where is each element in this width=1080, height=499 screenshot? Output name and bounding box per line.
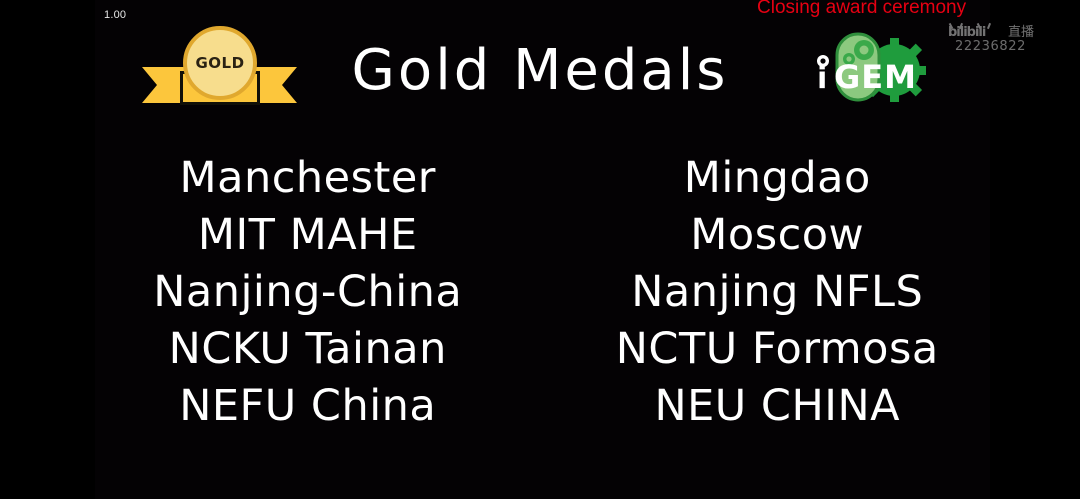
igem-letters-gem: GEM (834, 58, 917, 96)
team-name: Moscow (690, 210, 865, 260)
team-name: NCTU Formosa (615, 324, 939, 374)
letterbox-left (0, 0, 95, 499)
bilibili-logo-row: bilibili 直播 (948, 22, 1034, 39)
igem-bacterium (835, 32, 881, 102)
team-name: Nanjing-China (153, 267, 463, 317)
playback-speed-indicator: 1.00 (104, 9, 127, 21)
bilibili-wordmark: bilibili (948, 25, 986, 40)
medal-label: GOLD (195, 54, 245, 72)
team-name: NEFU China (179, 381, 437, 431)
letterbox-right (990, 0, 1080, 499)
team-name: NCKU Tainan (168, 324, 447, 374)
team-name: Mingdao (683, 153, 871, 203)
team-column-left: Manchester MIT MAHE Nanjing-China NCKU T… (95, 150, 547, 435)
team-name: Manchester (179, 153, 436, 203)
page-title: Gold Medals (351, 38, 729, 103)
team-name: MIT MAHE (197, 210, 418, 260)
bilibili-room-id: 22236822 (955, 39, 1026, 54)
medal-circle: GOLD (183, 26, 257, 100)
danmaku-comment: Closing award ceremony (757, 0, 967, 18)
team-name: Nanjing NFLS (631, 267, 924, 317)
gold-medal-badge-icon: GOLD (142, 26, 297, 110)
igem-letter-i: i (817, 61, 827, 96)
bilibili-logo-icon: bilibili (948, 22, 1006, 40)
gold-medal-team-list: Manchester MIT MAHE Nanjing-China NCKU T… (95, 150, 990, 435)
team-column-right: Mingdao Moscow Nanjing NFLS NCTU Formosa… (547, 150, 991, 435)
bilibili-live-label: 直播 (1008, 25, 1035, 40)
bilibili-watermark: bilibili 直播 22236822 (948, 22, 1034, 54)
team-name: NEU CHINA (654, 381, 901, 431)
igem-logo: i GEM (812, 26, 936, 104)
igem-i-dot-gear (817, 55, 829, 67)
